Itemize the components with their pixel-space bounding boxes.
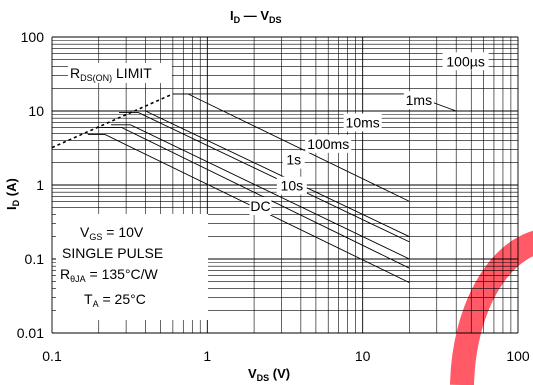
curve-label: 10ms	[343, 113, 382, 132]
x-tick-labels: 0.1 1 10 100	[42, 348, 530, 364]
x-axis-title: VDS (V)	[248, 366, 290, 383]
rds-limit-label-main: R	[70, 65, 80, 81]
curve-label: 10s	[276, 176, 307, 195]
chart-title: ID — VDS	[230, 8, 282, 25]
condition-ta: TA = 25°C	[84, 291, 146, 309]
svg-text:100µs: 100µs	[446, 53, 484, 69]
x-tick-label: 0.1	[42, 348, 62, 364]
rds-on-limit-line	[51, 93, 174, 149]
watermark-arc	[450, 230, 533, 385]
curves	[51, 93, 457, 284]
y-tick-label: 0.01	[17, 325, 44, 341]
x-tick-label: 1	[203, 348, 211, 364]
curve-10ms	[145, 110, 410, 238]
svg-text:10s: 10s	[281, 178, 304, 194]
y-tick-label: 100	[21, 29, 45, 45]
rds-limit-label: RDS(ON) LIMIT	[68, 63, 172, 83]
curve-label: 100ms	[305, 134, 352, 153]
condition-rth: RθJA = 135°C/W	[60, 266, 159, 284]
svg-text:RDS(ON) LIMIT: RDS(ON) LIMIT	[70, 65, 152, 83]
svg-text:100ms: 100ms	[307, 136, 349, 152]
condition-pulse: SINGLE PULSE	[62, 245, 163, 261]
curve-labels: 100µs 1ms 10ms 100ms 1s 10s DC	[249, 52, 489, 216]
curve-dc	[87, 134, 410, 284]
x-tick-label: 100	[506, 348, 530, 364]
rds-limit-label-sub: DS(ON)	[80, 73, 112, 83]
curve-1ms	[172, 93, 410, 202]
curve-label: 100µs	[442, 52, 489, 71]
y-tick-label: 1	[36, 177, 44, 193]
y-tick-labels: 0.01 0.1 1 10 100	[17, 29, 44, 341]
x-tick-label: 10	[355, 348, 371, 364]
curve-100ms	[119, 112, 410, 243]
curve-1s	[111, 124, 410, 260]
y-tick-label: 0.1	[25, 251, 45, 267]
svg-text:DC: DC	[250, 198, 270, 214]
curve-10s	[98, 126, 410, 269]
curve-label: 1ms	[403, 91, 434, 110]
y-axis-title: ID (A)	[4, 178, 21, 210]
conditions-box: VGS = 10V SINGLE PULSE RθJA = 135°C/W TA…	[56, 214, 208, 320]
rds-limit-label-suffix: LIMIT	[112, 65, 152, 81]
condition-vgs: VGS = 10V	[80, 224, 144, 242]
y-tick-label: 10	[28, 103, 44, 119]
svg-text:10ms: 10ms	[346, 114, 380, 130]
svg-text:1s: 1s	[286, 152, 301, 168]
curve-label: 1s	[282, 150, 305, 169]
curve-label: DC	[249, 197, 272, 216]
svg-text:1ms: 1ms	[406, 92, 432, 108]
